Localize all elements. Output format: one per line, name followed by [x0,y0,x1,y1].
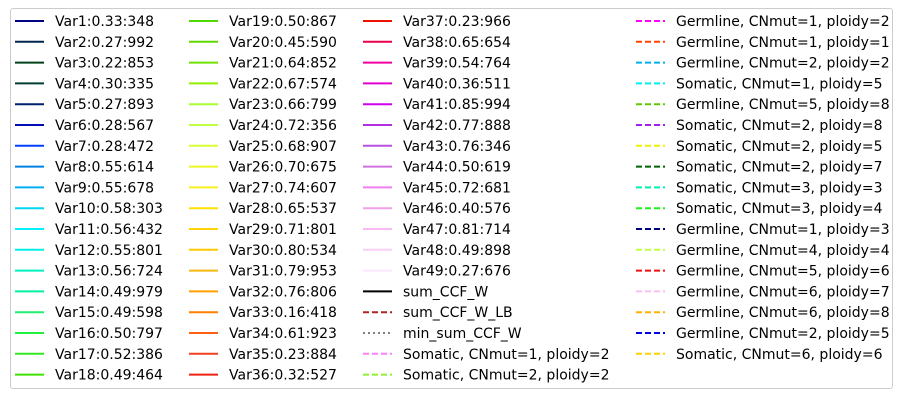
legend-label-44: Var44:0.50:619 [403,160,511,176]
legend-label-65: Germline, CNmut=1, ploidy=3 [676,222,890,238]
legend-label-61: Somatic, CNmut=2, ploidy=5 [676,139,882,155]
legend-label-15: Var15:0.49:598 [55,305,163,321]
legend-label-4: Var4:0.30:335 [55,76,154,92]
legend-label-39: Var39:0.54:764 [403,56,511,72]
legend-label-69: Germline, CNmut=6, ploidy=8 [676,305,890,321]
legend-label-21: Var21:0.64:852 [229,56,337,72]
legend-label-25: Var25:0.68:907 [229,139,337,155]
legend-label-57: Germline, CNmut=2, ploidy=2 [676,56,890,72]
legend-label-54: Somatic, CNmut=2, ploidy=2 [403,368,609,384]
legend-label-47: Var47:0.81:714 [403,222,511,238]
legend-box [10,8,893,389]
legend-label-27: Var27:0.74:607 [229,180,337,196]
legend-label-19: Var19:0.50:867 [229,14,337,30]
legend-label-11: Var11:0.56:432 [55,222,163,238]
legend-label-16: Var16:0.50:797 [55,326,163,342]
legend-label-22: Var22:0.67:574 [229,76,337,92]
legend-label-50: sum_CCF_W [403,284,488,300]
legend-label-13: Var13:0.56:724 [55,264,163,280]
legend-label-8: Var8:0.55:614 [55,160,154,176]
legend-label-17: Var17:0.52:386 [55,347,163,363]
legend-label-68: Germline, CNmut=6, ploidy=7 [676,284,890,300]
legend-label-18: Var18:0.49:464 [55,368,163,384]
legend-label-12: Var12:0.55:801 [55,243,163,259]
legend-label-40: Var40:0.36:511 [403,76,511,92]
legend-label-63: Somatic, CNmut=3, ploidy=3 [676,180,882,196]
legend-label-46: Var46:0.40:576 [403,201,511,217]
legend-label-20: Var20:0.45:590 [229,35,337,51]
legend-label-33: Var33:0.16:418 [229,305,337,321]
legend-label-2: Var2:0.27:992 [55,35,154,51]
legend-label-29: Var29:0.71:801 [229,222,337,238]
legend-label-70: Germline, CNmut=2, ploidy=5 [676,326,890,342]
legend-label-35: Var35:0.23:884 [229,347,337,363]
legend-label-58: Somatic, CNmut=1, ploidy=5 [676,76,882,92]
legend-label-48: Var48:0.49:898 [403,243,511,259]
legend-label-43: Var43:0.76:346 [403,139,511,155]
legend-label-71: Somatic, CNmut=6, ploidy=6 [676,347,883,363]
legend-label-66: Germline, CNmut=4, ploidy=4 [676,243,890,259]
legend-label-10: Var10:0.58:303 [55,201,163,217]
legend-label-3: Var3:0.22:853 [55,56,154,72]
legend-label-55: Germline, CNmut=1, ploidy=2 [676,14,890,30]
legend-label-37: Var37:0.23:966 [403,14,511,30]
legend-label-45: Var45:0.72:681 [403,180,511,196]
legend-label-52: min_sum_CCF_W [403,326,522,342]
legend-label-56: Germline, CNmut=1, ploidy=1 [676,35,890,51]
legend-label-14: Var14:0.49:979 [55,284,163,300]
legend-label-26: Var26:0.70:675 [229,160,337,176]
legend-label-53: Somatic, CNmut=1, ploidy=2 [403,347,609,363]
legend-label-67: Germline, CNmut=5, ploidy=6 [676,264,890,280]
legend-label-23: Var23:0.66:799 [229,97,337,113]
legend-label-49: Var49:0.27:676 [403,264,511,280]
legend-label-9: Var9:0.55:678 [55,180,154,196]
legend-label-5: Var5:0.27:893 [55,97,154,113]
legend-label-34: Var34:0.61:923 [229,326,337,342]
legend-label-60: Somatic, CNmut=2, ploidy=8 [676,118,882,134]
legend-label-24: Var24:0.72:356 [229,118,337,134]
legend-label-28: Var28:0.65:537 [229,201,337,217]
legend-label-41: Var41:0.85:994 [403,97,511,113]
legend-label-31: Var31:0.79:953 [229,264,337,280]
legend-label-51: sum_CCF_W_LB [403,305,513,321]
legend-label-64: Somatic, CNmut=3, ploidy=4 [676,201,883,217]
legend-label-42: Var42:0.77:888 [403,118,511,134]
legend-label-59: Germline, CNmut=5, ploidy=8 [676,97,890,113]
legend-label-32: Var32:0.76:806 [229,284,337,300]
legend-label-36: Var36:0.32:527 [229,368,337,384]
legend-label-7: Var7:0.28:472 [55,139,154,155]
legend-label-1: Var1:0.33:348 [55,14,154,30]
legend-label-62: Somatic, CNmut=2, ploidy=7 [676,160,882,176]
legend-label-6: Var6:0.28:567 [55,118,154,134]
legend-label-38: Var38:0.65:654 [403,35,511,51]
legend-label-30: Var30:0.80:534 [229,243,337,259]
